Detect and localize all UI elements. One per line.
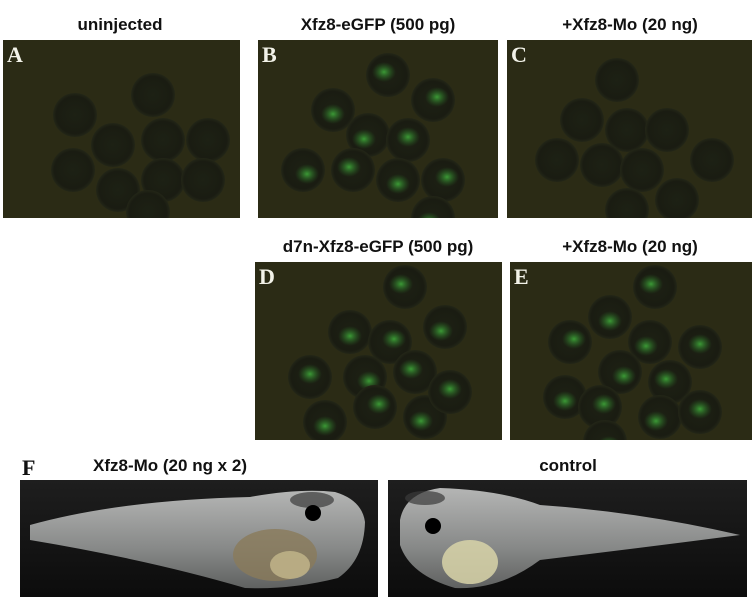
embryo <box>560 98 604 142</box>
embryos <box>543 265 722 440</box>
panel-title: Xfz8-Mo (20 ng x 2) <box>93 456 247 475</box>
embryo <box>583 420 627 440</box>
gfp-signal <box>553 391 577 411</box>
embryo <box>181 158 225 202</box>
panel-letter: A <box>7 42 23 67</box>
gfp-signal <box>313 416 337 436</box>
gfp-signal <box>654 369 678 389</box>
gfp-signal <box>429 321 453 341</box>
embryo <box>580 143 624 187</box>
tadpole-image-control <box>388 480 747 597</box>
embryo <box>690 138 734 182</box>
embryo <box>411 196 455 218</box>
tadpole-image-treated <box>20 480 378 597</box>
microscopy-panel: B Xfz8-eGFP (500 pg) <box>258 15 498 218</box>
embryo <box>141 118 185 162</box>
embryos <box>281 53 465 218</box>
gfp-signal <box>409 411 433 431</box>
embryo <box>126 190 170 218</box>
embryo <box>91 123 135 167</box>
gfp-signal <box>389 274 413 294</box>
microscopy-panel: E +Xfz8-Mo (20 ng) <box>510 237 752 440</box>
gfp-signal <box>425 87 449 107</box>
embryo <box>595 58 639 102</box>
panel-title: control <box>539 456 597 475</box>
gfp-signal <box>688 399 712 419</box>
embryo <box>186 118 230 162</box>
gfp-signal <box>599 436 619 440</box>
gfp-signal <box>386 174 410 194</box>
embryo <box>53 93 97 137</box>
gfp-signal <box>688 334 712 354</box>
embryo <box>535 138 579 182</box>
gfp-signal <box>598 311 622 331</box>
panel-title: +Xfz8-Mo (20 ng) <box>562 237 698 256</box>
embryos <box>288 265 472 440</box>
embryos <box>51 73 230 218</box>
embryo <box>645 108 689 152</box>
gfp-signal <box>396 127 420 147</box>
panel-title: +Xfz8-Mo (20 ng) <box>562 15 698 34</box>
gfp-signal <box>592 394 616 414</box>
microscopy-panel: C +Xfz8-Mo (20 ng) <box>507 15 752 218</box>
gfp-signal <box>634 336 658 356</box>
gfp-signal <box>367 394 391 414</box>
gfp-signal <box>435 167 459 187</box>
gfp-signal <box>372 62 396 82</box>
embryo <box>131 73 175 117</box>
gfp-signal <box>438 379 462 399</box>
gfp-signal <box>295 164 319 184</box>
gfp-signal <box>644 411 668 431</box>
panel-letter: C <box>511 42 527 67</box>
panel-letter: E <box>514 264 529 289</box>
embryo <box>655 178 699 218</box>
embryos <box>535 58 734 218</box>
panel-title: uninjected <box>77 15 162 34</box>
gfp-signal <box>382 329 406 349</box>
gfp-signal <box>418 212 440 218</box>
gfp-signal <box>639 274 663 294</box>
embryo <box>605 108 649 152</box>
gfp-signal <box>338 326 362 346</box>
panel-title: Xfz8-eGFP (500 pg) <box>301 15 456 34</box>
gfp-signal <box>562 329 586 349</box>
gfp-signal <box>612 366 636 386</box>
embryo <box>51 148 95 192</box>
panel-title: d7n-Xfz8-eGFP (500 pg) <box>283 237 474 256</box>
gfp-signal <box>321 104 345 124</box>
panel-letter: F <box>22 455 35 480</box>
gfp-signal <box>352 129 376 149</box>
gfp-signal <box>337 157 361 177</box>
panel-letter: D <box>259 264 275 289</box>
embryo <box>605 188 649 218</box>
gfp-signal <box>298 364 322 384</box>
embryo <box>620 148 664 192</box>
panel-letter: B <box>262 42 277 67</box>
gfp-signal <box>399 359 423 379</box>
